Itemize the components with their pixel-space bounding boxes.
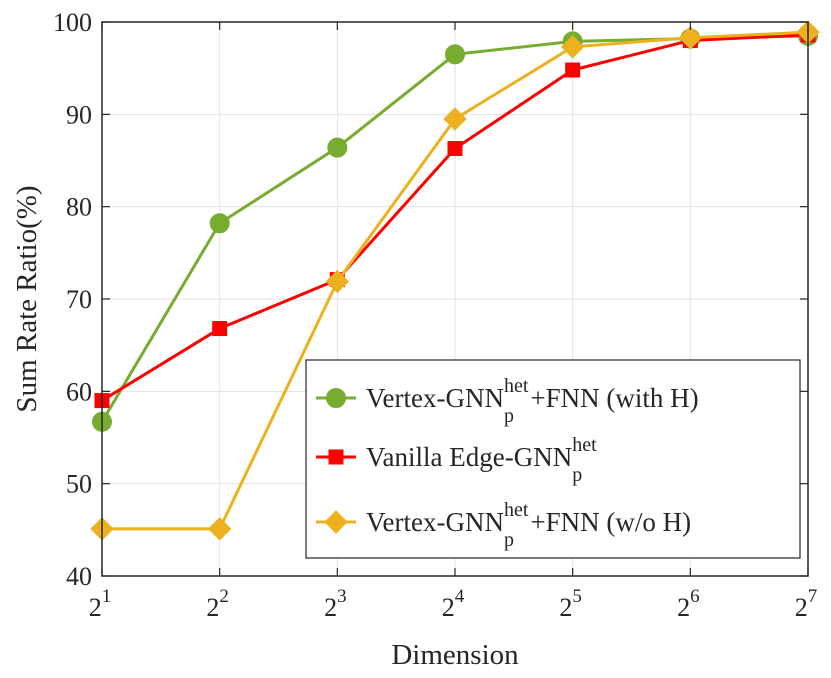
legend-label: Vanilla Edge-GNNhet p — [366, 434, 597, 486]
x-tick-label: 21 — [89, 586, 112, 622]
x-tick-label: 23 — [324, 586, 347, 622]
y-tick-label: 50 — [66, 470, 92, 499]
y-tick-label: 60 — [66, 377, 92, 406]
legend-label: Vertex-GNNhet p+FNN (w/o H) — [366, 499, 691, 551]
legend-label: Vertex-GNNhet p+FNN (with H) — [366, 375, 699, 427]
data-point — [447, 140, 463, 156]
data-point — [325, 269, 350, 294]
data-point — [565, 62, 581, 78]
x-tick-label: 22 — [206, 586, 229, 622]
data-point — [207, 517, 232, 541]
legend-item-2: Vanilla Edge-GNNhet p — [316, 434, 597, 486]
data-point — [212, 321, 228, 337]
data-point — [560, 35, 585, 59]
data-point — [209, 213, 230, 234]
legend-item-3: Vertex-GNNhet p+FNN (w/o H) — [316, 499, 691, 551]
x-tick-label: 25 — [559, 586, 582, 622]
series-3 — [90, 20, 820, 541]
series-layer — [90, 20, 820, 541]
data-point — [327, 137, 348, 158]
axis-ticks — [101, 21, 809, 577]
legend-marker — [324, 510, 348, 534]
y-tick-label: 70 — [66, 285, 92, 314]
legend-marker — [328, 449, 344, 465]
data-point — [443, 107, 467, 131]
y-tick-labels: 40 50 60 70 80 90 100 — [53, 8, 92, 591]
data-point — [445, 44, 465, 65]
x-tick-label: 27 — [795, 586, 818, 622]
y-tick-label: 90 — [66, 100, 92, 129]
x-axis-title: Dimension — [391, 639, 519, 671]
legend-item-1: Vertex-GNNhet p+FNN (with H) — [316, 375, 699, 427]
y-tick-label: 80 — [66, 193, 92, 222]
legend: Vertex-GNNhet p+FNN (with H) Vanilla Edge-… — [305, 359, 801, 559]
x-tick-labels: 21 22 23 24 25 26 27 — [89, 586, 818, 622]
x-tick-label: 26 — [677, 586, 700, 622]
y-tick-label: 100 — [53, 8, 92, 37]
data-point — [678, 25, 703, 50]
legend-box — [305, 359, 801, 559]
y-axis-title: Sum Rate Ratio(%) — [11, 185, 43, 412]
x-tick-label: 24 — [442, 586, 465, 622]
legend-marker — [326, 388, 346, 408]
y-tick-label: 40 — [66, 562, 92, 591]
